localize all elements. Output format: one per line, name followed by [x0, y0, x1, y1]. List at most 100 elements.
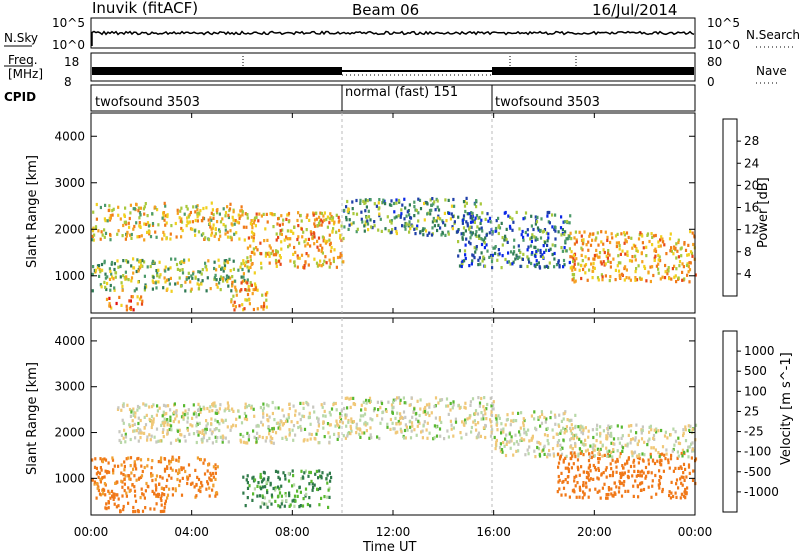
power-cell — [288, 243, 291, 247]
velocity-cell — [404, 436, 407, 440]
power-cell — [275, 261, 278, 265]
velocity-cell — [161, 414, 164, 418]
power-cell — [677, 238, 680, 242]
power-cell — [244, 212, 247, 216]
power-cell — [547, 265, 550, 269]
velocity-cell — [691, 478, 695, 482]
velocity-cell — [178, 428, 181, 432]
power-cell — [232, 267, 235, 271]
velocity-cell — [294, 499, 297, 503]
velocity-cell — [198, 485, 202, 490]
velocity-cell — [646, 443, 649, 447]
power-cell — [476, 225, 479, 229]
power-cell — [176, 281, 179, 285]
power-cell — [563, 263, 566, 267]
power-cell — [230, 298, 233, 302]
power-cell — [313, 257, 316, 261]
power-cell — [386, 215, 389, 219]
power-cell — [92, 265, 95, 269]
velocity-cell — [134, 415, 137, 419]
velocity-cell — [155, 440, 158, 444]
power-cell — [470, 233, 473, 237]
velocity-cell — [369, 417, 372, 421]
power-cell — [164, 269, 167, 273]
power-cell — [244, 298, 247, 302]
velocity-cell — [364, 423, 367, 427]
power-cell — [408, 203, 411, 207]
velocity-cell — [245, 405, 248, 409]
power-cell — [247, 266, 251, 270]
velocity-cell — [585, 485, 588, 489]
power-cell — [205, 268, 208, 272]
velocity-cell — [591, 451, 594, 455]
power-cell — [411, 224, 414, 228]
power-cell — [267, 251, 270, 255]
velocity-cell — [576, 458, 580, 462]
velocity-cell — [263, 502, 266, 506]
power-cell — [522, 217, 525, 221]
velocity-cell — [349, 426, 353, 430]
power-cell — [514, 257, 517, 261]
velocity-cell — [464, 401, 467, 405]
velocity-cell — [509, 439, 512, 443]
power-cell — [453, 204, 456, 208]
velocity-cell — [133, 464, 136, 468]
power-cell — [580, 238, 584, 242]
velocity-cell — [152, 417, 155, 421]
velocity-cell — [292, 404, 295, 408]
velocity-cell — [299, 418, 302, 422]
power-cell — [163, 201, 166, 205]
power-cell — [246, 292, 250, 297]
power-cell — [599, 260, 602, 264]
velocity-cell — [536, 445, 539, 450]
power-cell — [132, 207, 135, 211]
velocity-cell — [162, 428, 165, 432]
velocity-cell — [195, 424, 198, 428]
power-cell — [542, 255, 545, 259]
power-cell — [124, 270, 127, 274]
velocity-cell — [355, 431, 358, 435]
velocity-cell — [211, 441, 214, 445]
power-cell — [93, 268, 96, 273]
power-cell — [278, 259, 281, 263]
velocity-cell — [675, 482, 678, 486]
power-cell — [226, 230, 229, 234]
velocity-cell — [150, 434, 153, 438]
power-cell — [634, 278, 637, 282]
power-cell — [595, 248, 598, 252]
power-cell — [458, 264, 462, 268]
velocity-cell — [288, 428, 291, 432]
power-cell — [623, 233, 626, 237]
power-cell — [641, 260, 644, 264]
velocity-cell — [613, 491, 616, 495]
velocity-cell — [643, 453, 646, 457]
power-cell — [687, 253, 690, 257]
power-colorbar — [722, 118, 738, 297]
power-cell — [401, 224, 404, 228]
velocity-cell — [280, 502, 283, 506]
power-cell — [242, 308, 245, 312]
power-cell — [320, 211, 323, 216]
power-cell — [313, 232, 316, 236]
power-cell — [680, 254, 683, 258]
power-cell — [332, 259, 335, 264]
velocity-cell — [567, 462, 571, 466]
velocity-cell — [669, 496, 672, 500]
power-cell — [164, 223, 167, 227]
velocity-cell — [359, 418, 362, 422]
power-cell — [641, 241, 644, 245]
velocity-cell — [412, 410, 415, 414]
power-cell — [548, 210, 551, 215]
velocity-cell — [656, 459, 659, 463]
velocity-cell — [576, 481, 579, 485]
power-cell — [136, 235, 139, 239]
power-cell — [554, 244, 557, 248]
velocity-cell — [560, 429, 563, 433]
velocity-cell — [197, 433, 200, 437]
power-cell — [285, 217, 288, 221]
power-cell — [391, 228, 394, 232]
velocity-cell — [424, 405, 427, 410]
power-cell — [657, 240, 660, 244]
velocity-cell — [552, 435, 555, 439]
time-x-axis: 00:00 04:00 08:00 12:00 16:00 20:00 00:00 — [74, 113, 712, 539]
